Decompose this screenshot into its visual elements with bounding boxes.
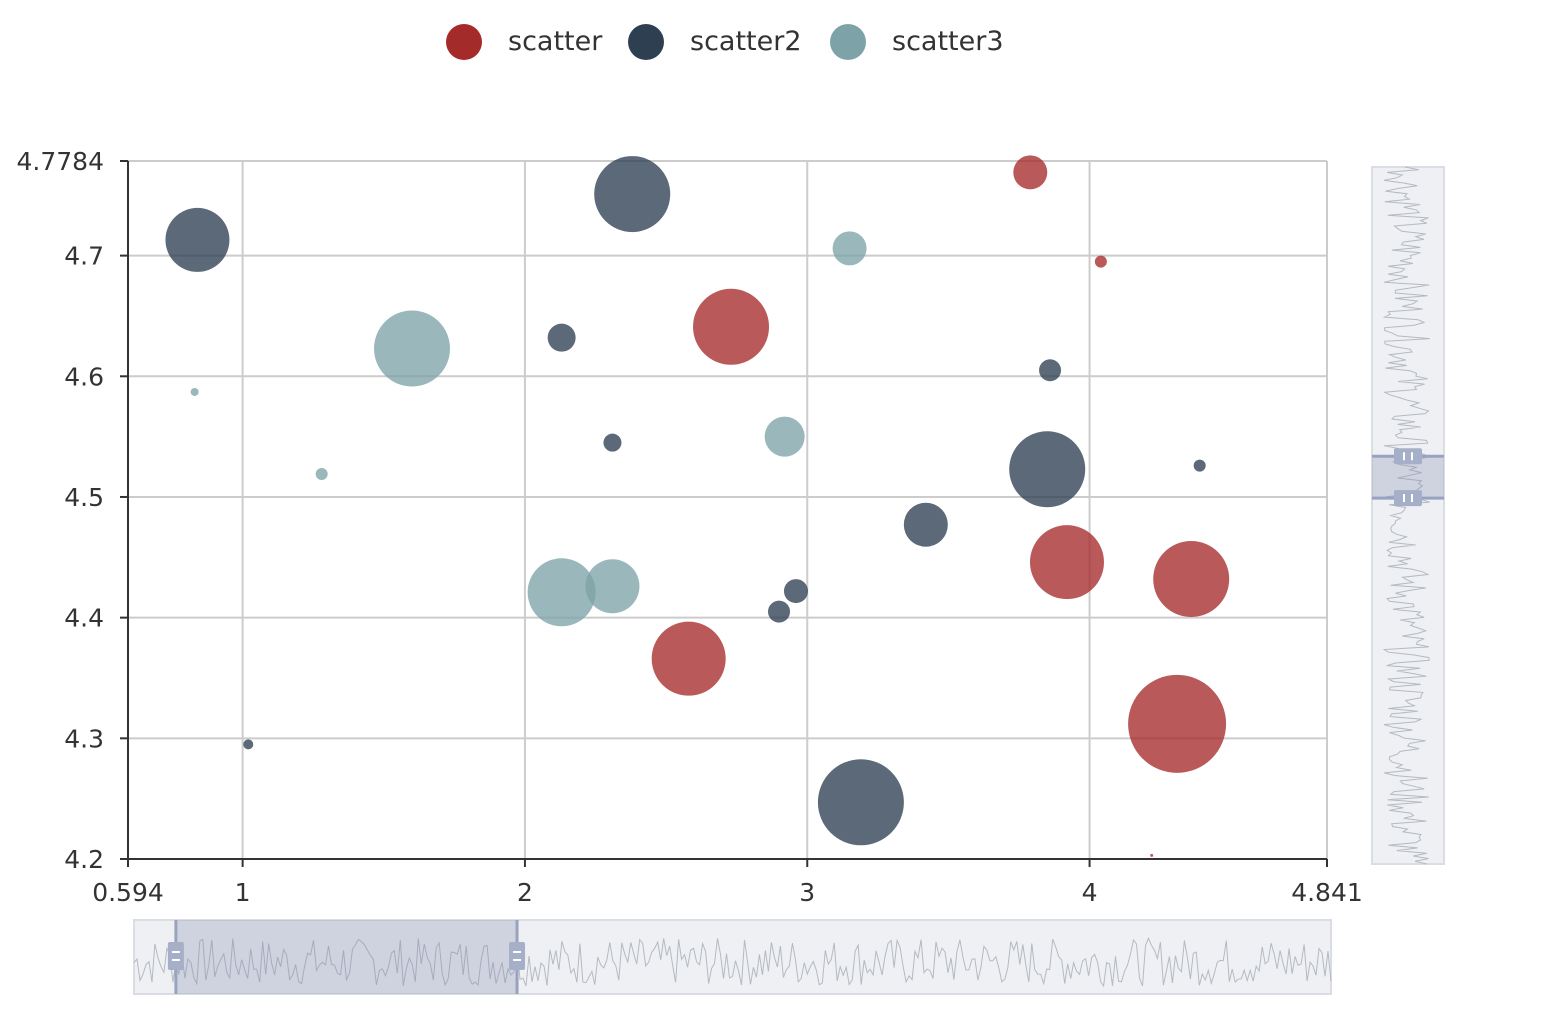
- data-point-scatter2[interactable]: [1039, 359, 1062, 382]
- y-data-zoom-slider[interactable]: [1371, 166, 1445, 865]
- data-point-scatter[interactable]: [693, 288, 770, 365]
- data-point-scatter2[interactable]: [243, 739, 254, 750]
- legend-item-scatter[interactable]: scatter: [446, 24, 603, 60]
- legend-item-scatter2[interactable]: scatter2: [628, 24, 802, 60]
- x-tick-label: 0.594: [92, 878, 164, 907]
- data-point-scatter[interactable]: [1029, 525, 1104, 600]
- x-zoom-handle[interactable]: [509, 942, 526, 970]
- y-tick-label: 4.5: [64, 483, 104, 512]
- legend-label: scatter: [508, 26, 603, 57]
- legend-label: scatter2: [690, 26, 802, 57]
- data-point-scatter2[interactable]: [817, 759, 904, 846]
- x-tick-label: 2: [517, 878, 533, 907]
- legend-marker-icon: [830, 24, 866, 60]
- x-tick-label: 4.841: [1291, 878, 1363, 907]
- x-tick-label: 3: [799, 878, 815, 907]
- data-point-scatter3[interactable]: [374, 310, 451, 387]
- data-point-scatter2[interactable]: [1193, 459, 1206, 472]
- data-point-scatter[interactable]: [1013, 155, 1048, 190]
- x-zoom-handle[interactable]: [167, 942, 184, 970]
- y-zoom-track[interactable]: [1371, 166, 1445, 865]
- data-point-scatter3[interactable]: [764, 416, 805, 457]
- chart-legend[interactable]: scatter scatter2 scatter3: [446, 24, 1004, 60]
- y-tick-label: 4.7: [64, 242, 104, 271]
- data-point-scatter3[interactable]: [527, 558, 596, 627]
- data-point-scatter[interactable]: [1128, 674, 1227, 773]
- y-zoom-handle[interactable]: [1394, 448, 1422, 465]
- data-point-scatter2[interactable]: [547, 323, 576, 352]
- data-point-scatter2[interactable]: [603, 433, 622, 452]
- data-point-scatter3[interactable]: [832, 231, 867, 266]
- data-point-scatter[interactable]: [1153, 541, 1230, 618]
- chart-axes: 0.594 1 2 3 4 4.841 4.7784 4.7 4.6 4.5 4.4 4.3 4.2: [17, 147, 1363, 907]
- data-point-scatter3[interactable]: [585, 559, 640, 614]
- x-zoom-track[interactable]: [133, 919, 1332, 995]
- legend-label: scatter3: [892, 26, 1004, 57]
- data-point-scatter3[interactable]: [190, 387, 199, 396]
- data-point-scatter2[interactable]: [783, 579, 808, 604]
- data-point-scatter3[interactable]: [315, 468, 328, 481]
- x-tick-label: 1: [235, 878, 251, 907]
- data-point-scatter2[interactable]: [594, 156, 671, 233]
- legend-marker-icon: [446, 24, 482, 60]
- chart-points: [165, 155, 1230, 857]
- y-tick-label: 4.2: [64, 845, 104, 874]
- legend-marker-icon: [628, 24, 664, 60]
- data-point-scatter2[interactable]: [768, 600, 791, 623]
- y-tick-label: 4.6: [64, 362, 104, 391]
- data-point-scatter2[interactable]: [903, 502, 948, 547]
- data-point-scatter[interactable]: [651, 621, 726, 696]
- data-point-scatter[interactable]: [1094, 255, 1107, 268]
- x-zoom-sparkline: [133, 936, 1332, 988]
- y-zoom-handle[interactable]: [1394, 490, 1422, 507]
- y-tick-label: 4.7784: [17, 147, 104, 176]
- x-zoom-selection[interactable]: [175, 920, 518, 994]
- data-point-scatter[interactable]: [1150, 853, 1154, 857]
- x-data-zoom-slider[interactable]: [133, 919, 1332, 995]
- data-point-scatter2[interactable]: [1009, 431, 1086, 508]
- y-zoom-sparkline: [1382, 166, 1431, 865]
- y-tick-label: 4.4: [64, 604, 104, 633]
- y-tick-label: 4.3: [64, 724, 104, 753]
- x-tick-label: 4: [1082, 878, 1098, 907]
- legend-item-scatter3[interactable]: scatter3: [830, 24, 1004, 60]
- data-point-scatter2[interactable]: [165, 207, 230, 272]
